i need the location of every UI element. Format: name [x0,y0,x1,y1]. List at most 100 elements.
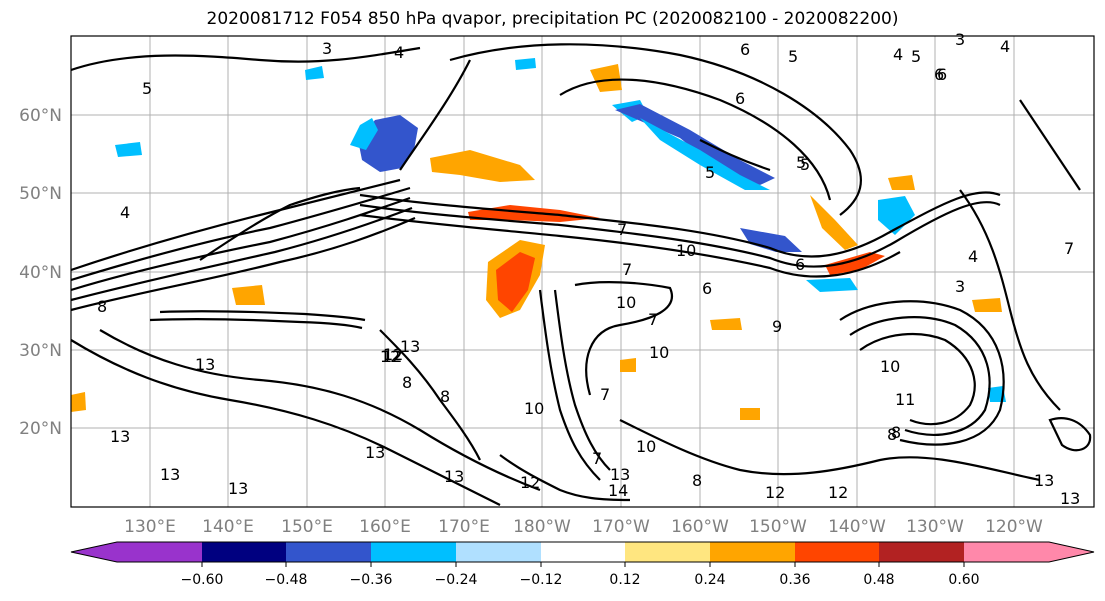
contour-line [70,196,411,292]
contour-label: 13 [1034,471,1054,490]
contour-label: 5 [911,47,921,66]
lon-label: 130°W [906,517,964,537]
contour-label: 8 [402,373,412,392]
colorbar-tick-label: −0.48 [265,572,308,588]
positive-anomaly-region [810,195,858,250]
positive-anomaly-region [740,408,760,420]
negative-anomaly-region [515,58,536,70]
contour-line [859,332,976,426]
colorbar-tick-label: 0.48 [863,572,894,588]
contour-label: 7 [622,260,632,279]
positive-anomaly-region [71,392,86,412]
contour-label: 6 [934,65,944,84]
lon-label: 140°W [828,517,886,537]
colorbar-swatch [371,542,456,562]
positive-anomaly-region [710,318,742,330]
contour-label: 8 [440,387,450,406]
contour-label: 10 [676,241,696,260]
contour-line [399,59,471,171]
contour-label: 13 [110,427,130,446]
colorbar-swatch [1049,542,1094,562]
contour-label: 5 [796,153,806,172]
contour-label: 6 [735,89,745,108]
contour-line [1019,99,1081,191]
latitude-labels: 60°N 50°N 40°N 30°N 20°N [19,106,62,439]
colorbar-outline [70,541,1095,563]
positive-anomaly-region [825,252,885,275]
negative-anomaly-region [115,142,142,157]
contour-line [70,339,501,506]
contour-label: 4 [120,203,130,222]
positive-anomaly-region [496,252,535,312]
colorbar-tick-label: −0.24 [435,572,478,588]
lon-label: 150°W [749,517,807,537]
contour-label: 7 [648,310,658,329]
colorbar-swatch [625,542,710,562]
colorbar-tick-label: −0.12 [520,572,563,588]
contour-label: 10 [524,399,544,418]
contour-label: 6 [702,279,712,298]
colorbar-tick-label: 0.12 [609,572,640,588]
colorbar-tick-label: 0.24 [694,572,725,588]
contour-label: 13 [228,479,248,498]
contour-label: 13 [610,465,630,484]
contour-label: 12 [765,483,785,502]
colorbar-swatch [71,542,117,562]
lon-label: 160°E [359,517,411,537]
contour-line [359,191,1001,258]
negative-anomaly-region [740,228,802,252]
contour-label: 10 [636,437,656,456]
lon-label: 160°W [671,517,729,537]
lat-label: 50°N [19,184,62,204]
contour-label: 4 [893,45,903,64]
positive-anomaly-region [232,285,265,305]
lon-label: 170°E [438,517,490,537]
colorbar: −0.60 −0.48 −0.36 −0.24 −0.12 0.12 0.24 … [70,541,1095,588]
lat-label: 60°N [19,106,62,126]
negative-anomaly-region [350,118,378,150]
contour-label: 12 [383,345,403,364]
contour-line [538,289,601,481]
contour-line [1048,417,1092,452]
graticule [71,36,1094,507]
contour-line [619,419,1041,482]
contour-label: 12 [382,347,402,366]
contour-label: 9 [772,317,782,336]
contour-label: 12 [380,347,400,366]
lat-label: 30°N [19,341,62,361]
contour-line [70,206,413,302]
contour-line [70,178,401,272]
contour-line [199,186,361,261]
colorbar-swatch [795,542,879,562]
contour-label: 7 [592,449,602,468]
contour-label: 8 [887,425,897,444]
contour-label: 7 [617,220,627,239]
contour-line [99,329,541,492]
contour-label: 13 [400,337,420,356]
colorbar-swatch [964,542,1049,562]
contour-line [70,216,416,312]
positive-anomaly-region [590,64,622,92]
contour-label: 11 [895,390,915,409]
colorbar-swatch [286,542,371,562]
colorbar-ticks [201,562,965,567]
lat-label: 20°N [19,419,62,439]
colorbar-tick-label: −0.60 [181,572,224,588]
lon-label: 150°E [281,517,333,537]
contour-label: 7 [600,385,610,404]
positive-anomaly-region [888,175,915,190]
map-title: 2020081712 F054 850 hPa qvapor, precipit… [206,9,899,29]
contour-label: 13 [1060,489,1080,508]
colorbar-swatch [710,542,795,562]
contour-label: 12 [520,473,540,492]
colorbar-swatch [202,542,286,562]
contour-label: 8 [97,297,107,316]
contour-line [553,289,611,471]
lon-label: 170°W [592,517,650,537]
contour-label: 10 [880,357,900,376]
contour-label: 6 [795,255,805,274]
colorbar-tick-label: −0.36 [350,572,393,588]
contour-label: 5 [788,47,798,66]
contour-label: 8 [692,471,702,490]
contour-line [70,46,421,72]
